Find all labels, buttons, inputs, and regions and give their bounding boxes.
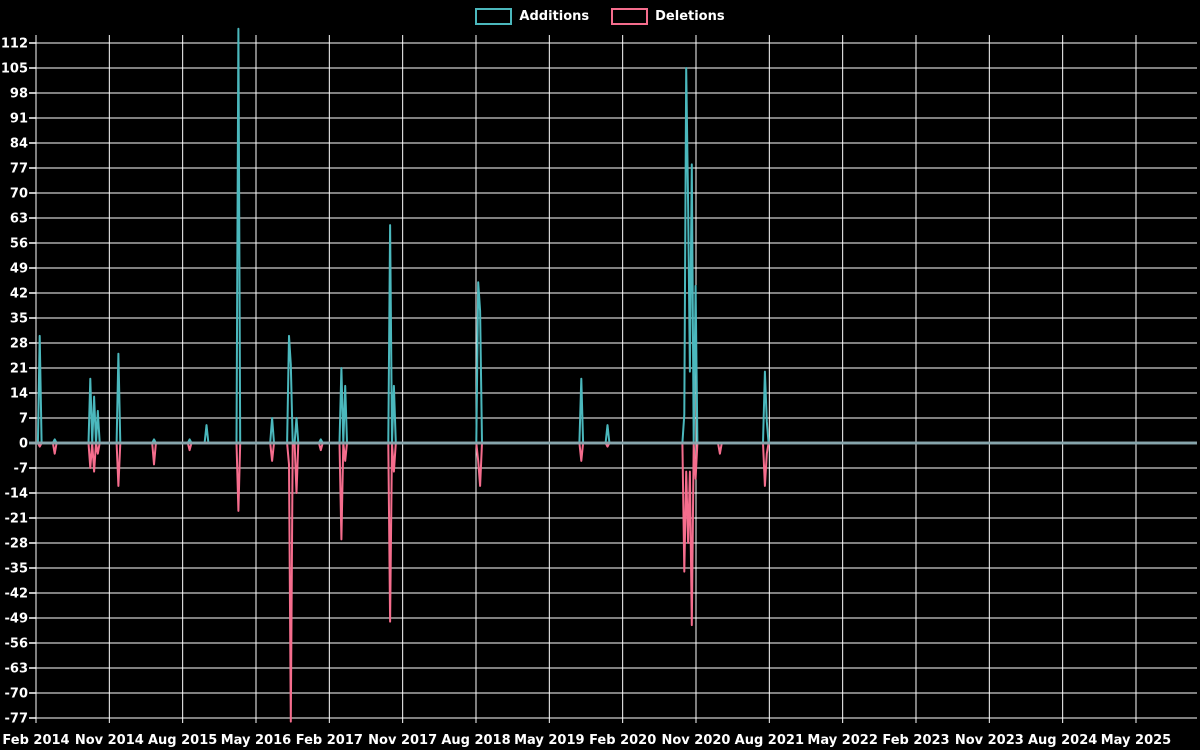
x-tick-label: Feb 2020 <box>589 733 656 748</box>
deletions-line <box>36 442 1196 723</box>
y-tick-label: 112 <box>1 37 28 52</box>
y-tick-label: -21 <box>5 512 29 527</box>
x-tick-label: Nov 2023 <box>955 733 1024 748</box>
y-tick-label: -28 <box>5 537 29 552</box>
deletions-swatch-icon <box>611 7 649 25</box>
additions-line <box>36 27 1196 444</box>
x-tick-label: Nov 2014 <box>75 733 144 748</box>
y-tick-label: 77 <box>10 162 28 177</box>
x-tick-label: Aug 2024 <box>1028 733 1097 748</box>
y-tick-label: 14 <box>10 387 28 402</box>
additions-legend-label: Additions <box>519 8 590 24</box>
y-tick-label: 105 <box>1 62 28 77</box>
x-tick-label: May 2019 <box>514 733 585 748</box>
chart-legend: Additions Deletions <box>0 5 1200 27</box>
y-tick-label: 7 <box>19 412 28 427</box>
x-tick-label: Aug 2021 <box>735 733 804 748</box>
x-tick-label: Feb 2017 <box>296 733 363 748</box>
y-tick-label: -70 <box>5 687 29 702</box>
x-tick-label: May 2016 <box>221 733 292 748</box>
y-tick-label: 56 <box>10 237 28 252</box>
additions-swatch-icon <box>475 7 513 25</box>
y-tick-label: 49 <box>10 262 28 277</box>
y-tick-label: 35 <box>10 312 28 327</box>
y-tick-label: -49 <box>5 612 29 627</box>
y-tick-label: -7 <box>14 462 28 477</box>
y-tick-label: 0 <box>19 437 28 452</box>
x-tick-label: Feb 2023 <box>882 733 949 748</box>
deletions-legend-label: Deletions <box>655 8 725 24</box>
y-tick-label: -77 <box>5 712 29 727</box>
x-tick-label: Nov 2017 <box>368 733 437 748</box>
legend-item-deletions[interactable]: Deletions <box>611 7 725 25</box>
x-tick-label: Aug 2018 <box>441 733 510 748</box>
y-tick-label: 91 <box>10 112 28 127</box>
y-tick-label: -14 <box>5 487 29 502</box>
y-tick-label: -42 <box>5 587 29 602</box>
y-tick-label: 28 <box>10 337 28 352</box>
y-tick-label: 70 <box>10 187 28 202</box>
y-tick-label: 98 <box>10 87 28 102</box>
legend-item-additions[interactable]: Additions <box>475 7 590 25</box>
y-tick-label: 63 <box>10 212 28 227</box>
y-tick-label: 42 <box>10 287 28 302</box>
x-tick-label: Feb 2014 <box>2 733 69 748</box>
x-tick-label: May 2022 <box>807 733 878 748</box>
x-tick-label: Nov 2020 <box>661 733 730 748</box>
y-tick-label: -35 <box>5 562 29 577</box>
x-tick-label: May 2025 <box>1101 733 1172 748</box>
y-tick-label: 21 <box>10 362 28 377</box>
y-tick-label: -56 <box>5 637 29 652</box>
y-tick-label: -63 <box>5 662 29 677</box>
x-tick-label: Aug 2015 <box>148 733 217 748</box>
y-tick-label: 84 <box>10 137 28 152</box>
